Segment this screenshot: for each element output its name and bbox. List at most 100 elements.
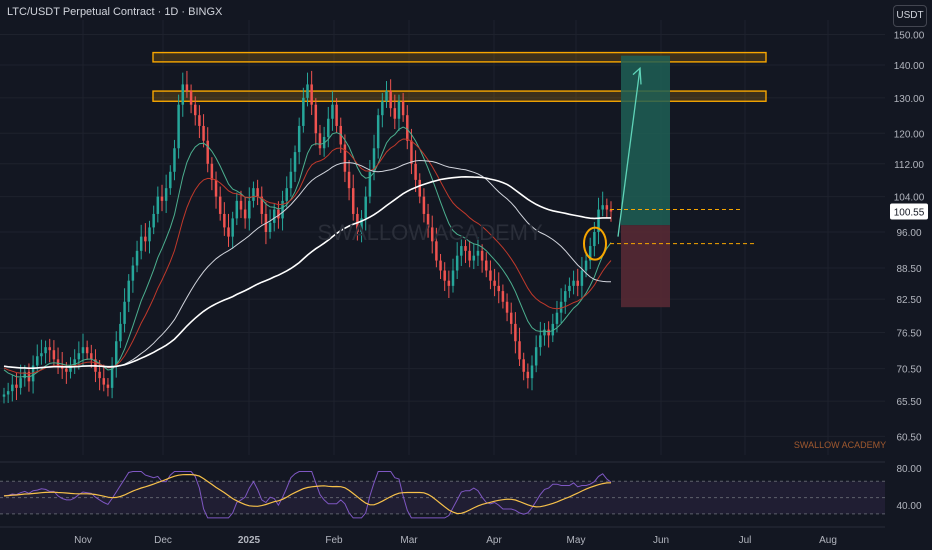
price-tick-label: 130.00 bbox=[894, 94, 925, 105]
candle-body bbox=[439, 260, 442, 271]
ma-200-line bbox=[3, 175, 611, 369]
candle-body bbox=[480, 250, 484, 261]
resistance-zone bbox=[152, 51, 767, 63]
time-tick-label: Dec bbox=[154, 535, 172, 546]
candle-body bbox=[401, 101, 405, 116]
candle-body bbox=[447, 280, 451, 286]
time-tick-label: Jun bbox=[653, 535, 669, 546]
candle-body bbox=[169, 171, 172, 189]
candle-body bbox=[193, 104, 197, 116]
candle-body bbox=[539, 335, 542, 348]
time-axis: Nov Dec 2025 Feb Mar Apr May Jun Jul Aug bbox=[74, 535, 837, 546]
candle-body bbox=[73, 359, 76, 366]
candle-body bbox=[135, 250, 139, 266]
footer-brand: SWALLOW ACADEMY bbox=[794, 440, 886, 450]
candle-body bbox=[609, 209, 613, 212]
candle-body bbox=[605, 205, 609, 210]
candle-body bbox=[414, 163, 417, 180]
price-tick-label: 96.00 bbox=[896, 228, 921, 239]
candle-body bbox=[302, 97, 305, 126]
candle-body bbox=[339, 125, 343, 145]
candle-body bbox=[351, 188, 355, 214]
candle-body bbox=[310, 84, 313, 105]
candle-body bbox=[443, 270, 446, 281]
candle-body bbox=[497, 285, 500, 292]
candle-body bbox=[223, 213, 226, 228]
candle-body bbox=[372, 148, 376, 172]
candle-body bbox=[218, 196, 222, 214]
candle-body bbox=[576, 280, 579, 286]
candle-body bbox=[593, 232, 596, 247]
candle-body bbox=[106, 384, 110, 388]
candle-body bbox=[588, 246, 592, 261]
candle-body bbox=[156, 196, 160, 214]
candle-body bbox=[206, 140, 209, 164]
candle-body bbox=[489, 270, 492, 281]
price-tick-label: 104.00 bbox=[894, 193, 925, 204]
candle-body bbox=[177, 104, 180, 149]
candle-body bbox=[110, 365, 114, 388]
candle-body bbox=[314, 104, 318, 134]
candle-body bbox=[2, 394, 6, 397]
candle-body bbox=[381, 101, 384, 116]
time-tick-label: 2025 bbox=[238, 535, 261, 546]
candle-body bbox=[572, 280, 575, 286]
resistance-zone bbox=[152, 90, 767, 102]
ema-short-line bbox=[3, 126, 612, 378]
candle-body bbox=[455, 255, 459, 271]
candle-body bbox=[36, 356, 39, 366]
candle-body bbox=[331, 104, 334, 119]
candle-body bbox=[514, 323, 517, 342]
candle-body bbox=[418, 179, 422, 197]
candlesticks bbox=[2, 70, 613, 404]
price-tick-label: 88.50 bbox=[896, 264, 921, 275]
candle-body bbox=[160, 196, 164, 201]
candle-body bbox=[422, 196, 426, 214]
projection-arrow bbox=[617, 68, 641, 237]
candle-body bbox=[522, 359, 525, 372]
rsi-tick-label: 80.00 bbox=[896, 464, 921, 475]
candle-body bbox=[11, 384, 14, 392]
candle-body bbox=[451, 270, 455, 286]
candle-body bbox=[214, 179, 218, 197]
price-tick-label: 82.50 bbox=[896, 295, 921, 306]
candle-body bbox=[385, 91, 388, 102]
candle-body bbox=[464, 246, 467, 251]
candle-body bbox=[15, 384, 18, 388]
candle-body bbox=[410, 140, 413, 164]
candle-body bbox=[360, 218, 363, 233]
candle-body bbox=[102, 378, 106, 385]
candle-body bbox=[493, 280, 496, 286]
price-tick-label: 70.50 bbox=[896, 365, 921, 376]
candle-body bbox=[335, 104, 338, 126]
candle-body bbox=[281, 200, 284, 219]
candle-body bbox=[56, 359, 60, 366]
candle-body bbox=[243, 209, 247, 219]
candle-body bbox=[164, 188, 168, 201]
candle-body bbox=[297, 125, 301, 153]
time-tick-label: Jul bbox=[739, 535, 752, 546]
candle-body bbox=[327, 118, 330, 137]
candle-body bbox=[48, 347, 51, 351]
candle-body bbox=[485, 260, 488, 271]
price-badge-bg bbox=[890, 203, 928, 220]
price-tick-label: 76.50 bbox=[896, 328, 921, 339]
candle-body bbox=[173, 148, 176, 172]
candle-body bbox=[347, 171, 351, 189]
candle-body bbox=[231, 218, 234, 237]
candle-body bbox=[185, 84, 189, 92]
candle-body bbox=[235, 200, 239, 219]
candle-body bbox=[227, 227, 230, 237]
candle-body bbox=[44, 347, 47, 354]
candle-body bbox=[460, 246, 463, 256]
loss-zone bbox=[621, 225, 670, 308]
highlight-ellipse bbox=[583, 226, 607, 261]
candle-body bbox=[69, 365, 72, 372]
moving-averages bbox=[3, 126, 612, 378]
profit-zone bbox=[621, 55, 670, 226]
rsi-ma-line bbox=[3, 474, 612, 515]
currency-button[interactable]: USDT bbox=[893, 5, 927, 27]
price-tick-label: 112.00 bbox=[894, 160, 924, 171]
candle-body bbox=[90, 353, 93, 360]
